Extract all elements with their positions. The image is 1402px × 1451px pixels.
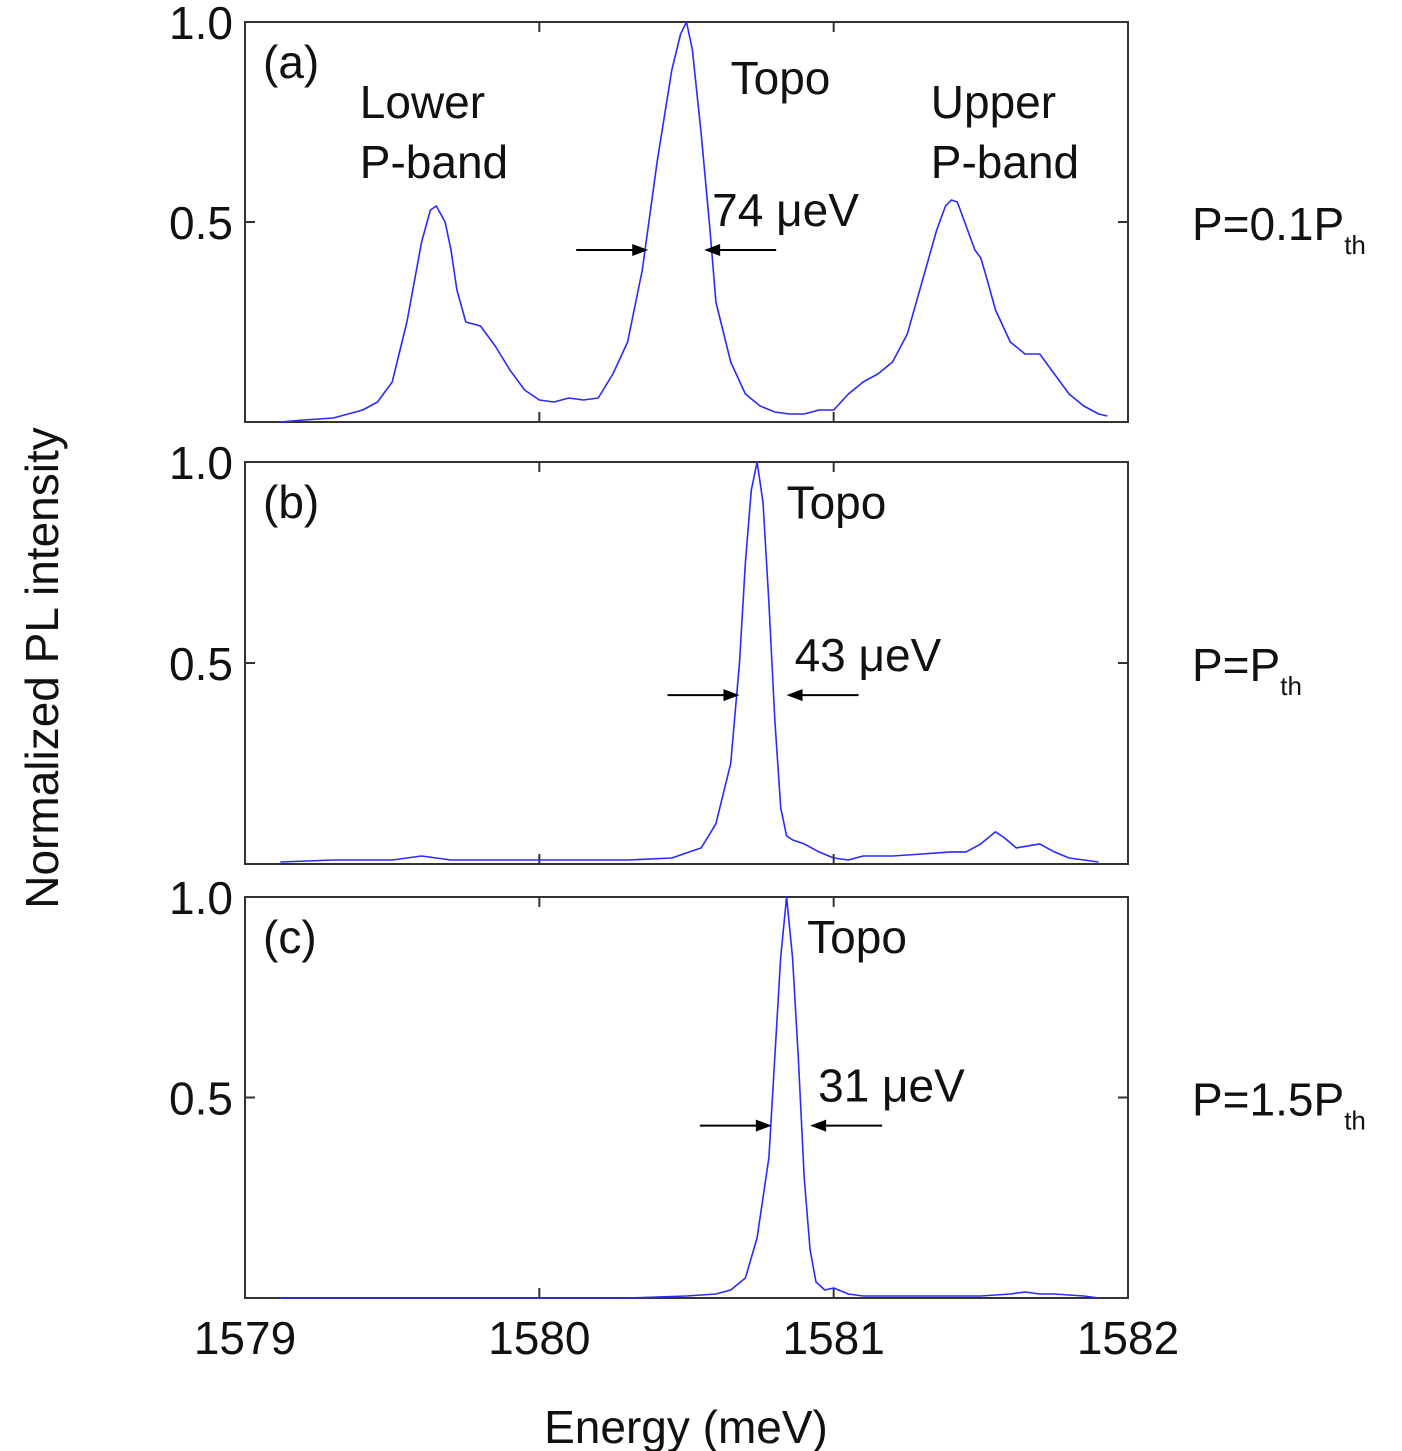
panel-b: 0.5 1.0 (b) Topo 43 μeV P=Pth <box>169 437 1302 865</box>
power-label-main: P=P <box>1192 639 1280 691</box>
plot-frame <box>244 896 1129 1299</box>
spectrum-line <box>280 21 1108 423</box>
peak-annotation: Topo <box>787 476 887 528</box>
arrow-head-right <box>810 1119 827 1132</box>
power-label-subscript: th <box>1344 1106 1366 1136</box>
spectrum-line <box>280 896 1099 1299</box>
power-label-main: P=1.5P <box>1192 1074 1344 1126</box>
panel-label: (b) <box>263 476 319 528</box>
panel-c: 0.5 1.0 (c) Topo 31 μeV P=1.5Pth <box>169 872 1366 1299</box>
x-tick-label: 1579 <box>194 1312 296 1364</box>
power-label: P=0.1Pth <box>1192 198 1366 260</box>
power-label-main: P=0.1P <box>1192 198 1344 250</box>
x-tick-label: 1582 <box>1077 1312 1179 1364</box>
y-tick-label: 0.5 <box>169 1073 233 1125</box>
arrow-head-right <box>786 689 803 702</box>
panel-label: (c) <box>263 911 317 963</box>
y-tick-label: 1.0 <box>169 872 233 924</box>
plot-frame <box>244 461 1129 865</box>
x-tick-label: 1581 <box>782 1312 884 1364</box>
peak-annotation: Topo <box>731 52 831 104</box>
y-tick-label: 1.0 <box>169 437 233 489</box>
x-tick-label: 1580 <box>488 1312 590 1364</box>
power-label: P=1.5Pth <box>1192 1074 1366 1136</box>
power-label: P=Pth <box>1192 639 1302 701</box>
y-tick-label: 1.0 <box>169 0 233 49</box>
power-label-subscript: th <box>1344 230 1366 260</box>
peak-annotation: Lower <box>360 76 485 128</box>
y-tick-label: 0.5 <box>169 638 233 690</box>
arrow-head-left <box>723 689 740 702</box>
spectrum-line <box>280 461 1099 863</box>
panel-label: (a) <box>263 36 319 88</box>
x-tick-labels: 1579 1580 1581 1582 <box>194 1312 1179 1364</box>
y-tick-label: 0.5 <box>169 197 233 249</box>
peak-annotation: Upper <box>931 76 1056 128</box>
arrow-head-right <box>704 244 721 256</box>
linewidth-label: 31 μeV <box>818 1060 965 1112</box>
peak-annotation: P-band <box>931 136 1079 188</box>
power-label-subscript: th <box>1280 671 1302 701</box>
panel-a: 0.5 1.0 (a) Topo Lower P-band Upper P-band 74 μe… <box>169 0 1366 423</box>
linewidth-label: 74 μeV <box>712 184 859 236</box>
y-axis-title: Normalized PL intensity <box>16 427 68 909</box>
arrow-head-left <box>632 244 649 256</box>
x-axis-title: Energy (meV) <box>544 1401 828 1451</box>
panels-group: 0.5 1.0 (a) Topo Lower P-band Upper P-band 74 μe… <box>169 0 1366 1299</box>
arrow-head-left <box>755 1119 772 1132</box>
linewidth-label: 43 μeV <box>795 629 942 681</box>
peak-annotation: P-band <box>360 136 508 188</box>
peak-annotation: Topo <box>807 911 907 963</box>
